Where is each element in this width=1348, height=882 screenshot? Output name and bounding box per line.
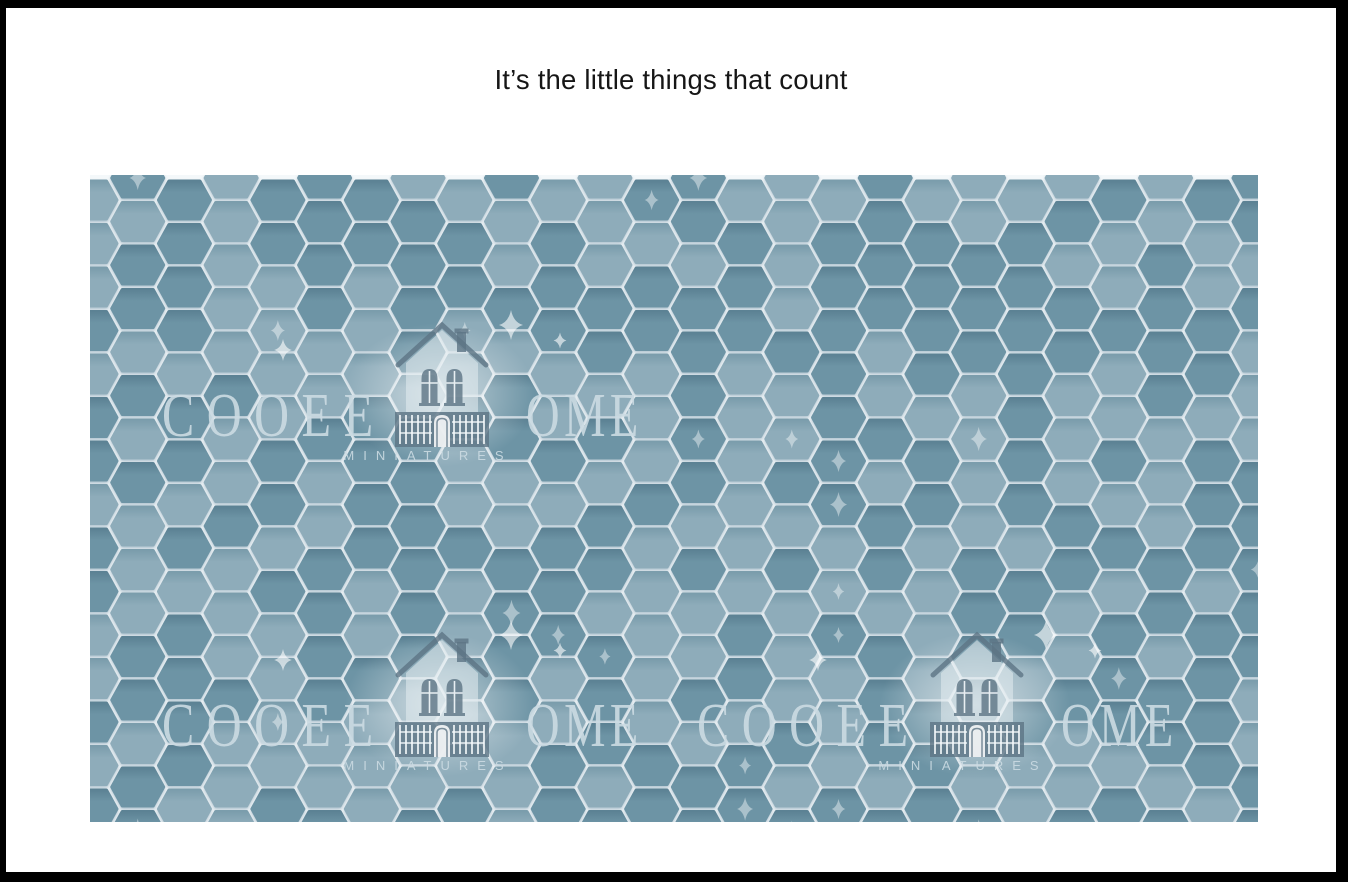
slide-canvas: It’s the little things that count COOEE … — [6, 8, 1336, 872]
page-title: It’s the little things that count — [494, 64, 848, 95]
hexagon-tile-sheet-image: COOEE OME MINIATURES COOEE OME MINIATURE… — [90, 175, 1258, 822]
hexagon-pattern — [90, 175, 1258, 822]
